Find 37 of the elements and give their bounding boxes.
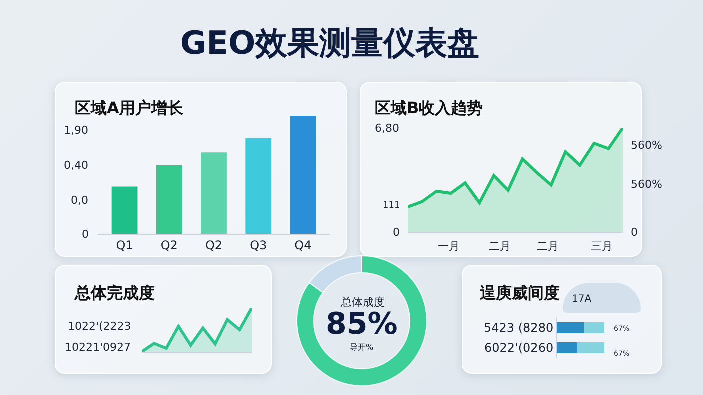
text: 560% [631, 178, 662, 191]
text: 0 [631, 226, 638, 239]
text: 导开% [350, 343, 374, 352]
text: 二月 [537, 240, 559, 253]
bar [201, 152, 227, 234]
text: 0 [82, 228, 89, 241]
text: 111 [383, 201, 400, 211]
x-tick-label: Q2 [160, 238, 178, 252]
text: 0,0 [71, 194, 88, 207]
text: 560% [631, 139, 662, 152]
y-tick-label: 6022'(0260 [484, 341, 554, 356]
bar [290, 116, 316, 234]
chart-title: 区域B收入趋势 [375, 98, 484, 118]
text: 0 [393, 226, 400, 239]
text: 6,80 [375, 122, 400, 135]
x-tick-label: Q1 [116, 238, 134, 252]
text: 二月 [489, 240, 511, 253]
text: 17A [572, 294, 592, 305]
chart-title: 逞庾威间度 [479, 284, 560, 303]
text: 0,40 [64, 159, 88, 172]
bar [246, 138, 272, 234]
text: 总体成度 [340, 296, 385, 309]
text: 1,90 [64, 124, 88, 137]
text: 一月 [438, 240, 460, 253]
text: 三月 [591, 240, 613, 253]
chart-title: 区域A用户增长 [75, 98, 184, 118]
y-tick-label: 5423 (8280 [484, 321, 554, 336]
data-label: 85% [326, 307, 398, 342]
text: 1022'(2223 [68, 320, 132, 333]
x-tick-label: Q3 [250, 238, 268, 252]
text: GEO效果测量仪表盘 [179, 23, 481, 64]
bar [156, 166, 182, 234]
chart-title: 总体完成度 [74, 284, 155, 303]
text: 10221'0927 [65, 341, 132, 354]
bar [112, 186, 138, 234]
x-tick-label: Q2 [205, 238, 223, 252]
x-tick-label: Q4 [294, 238, 312, 252]
